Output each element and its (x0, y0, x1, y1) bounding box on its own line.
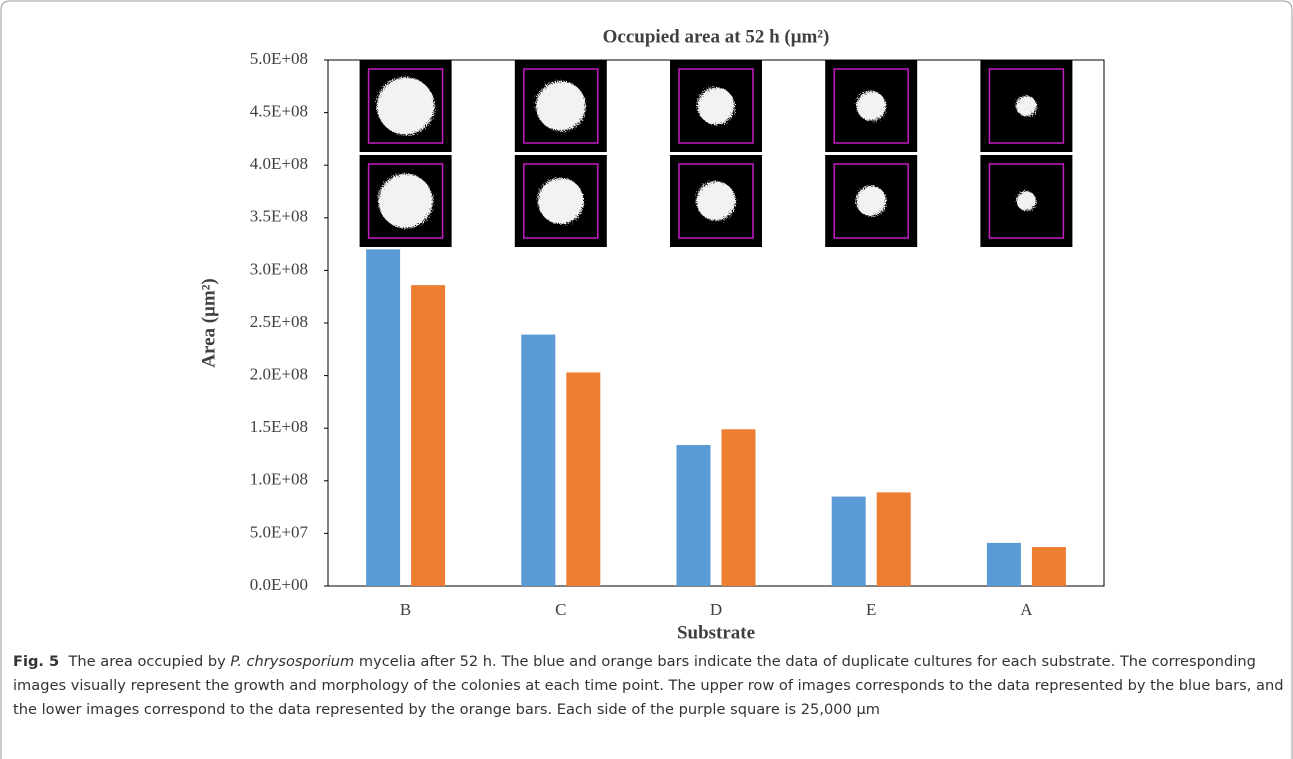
y-tick-label: 0.0E+00 (250, 575, 308, 594)
bar (987, 543, 1021, 586)
caption-text: The area occupied by (68, 653, 230, 670)
colony (856, 91, 886, 121)
bar (566, 372, 600, 586)
y-tick-label: 4.0E+08 (250, 154, 308, 173)
caption: Fig. 5 The area occupied by P. chrysospo… (13, 650, 1285, 722)
x-tick-label: E (866, 600, 876, 619)
colony (856, 186, 886, 216)
y-tick-label: 4.5E+08 (250, 102, 308, 121)
bar (722, 429, 756, 586)
bar (832, 497, 866, 586)
bar (1032, 547, 1066, 586)
colony (378, 174, 432, 228)
x-tick-label: B (400, 600, 411, 619)
y-tick-label: 2.5E+08 (250, 312, 308, 331)
x-tick-label: D (710, 600, 722, 619)
x-axis-label: Substrate (677, 622, 755, 643)
page: {"chart_data": {"type": "bar", "title": … (0, 0, 1293, 759)
y-axis-label: Area (μm²) (198, 278, 219, 367)
bar (521, 335, 555, 586)
chart: Occupied area at 52 h (μm²) Substrate Ar… (0, 0, 1293, 759)
colony (1016, 96, 1037, 117)
x-tick-label: C (555, 600, 566, 619)
y-tick-label: 5.0E+07 (250, 522, 309, 541)
y-tick-label: 3.0E+08 (250, 259, 308, 278)
y-tick-label: 5.0E+08 (250, 49, 308, 68)
page-frame (1, 1, 1292, 759)
y-tick-label: 1.0E+08 (250, 470, 308, 489)
bar (677, 445, 711, 586)
bar (411, 285, 445, 586)
caption-label: Fig. 5 (13, 653, 59, 670)
caption-species: P. chrysosporium (230, 653, 354, 670)
x-tick-label: A (1020, 600, 1033, 619)
colony (536, 81, 586, 131)
colony (697, 87, 734, 124)
y-tick-label: 2.0E+08 (250, 365, 308, 384)
colony (696, 181, 735, 220)
chart-title: Occupied area at 52 h (μm²) (603, 26, 830, 47)
bar (366, 249, 400, 586)
bar (877, 492, 911, 586)
colony (538, 178, 584, 224)
colony (377, 77, 435, 135)
y-tick-label: 3.5E+08 (250, 207, 308, 226)
y-tick-label: 1.5E+08 (250, 417, 308, 436)
colony (1017, 191, 1037, 211)
